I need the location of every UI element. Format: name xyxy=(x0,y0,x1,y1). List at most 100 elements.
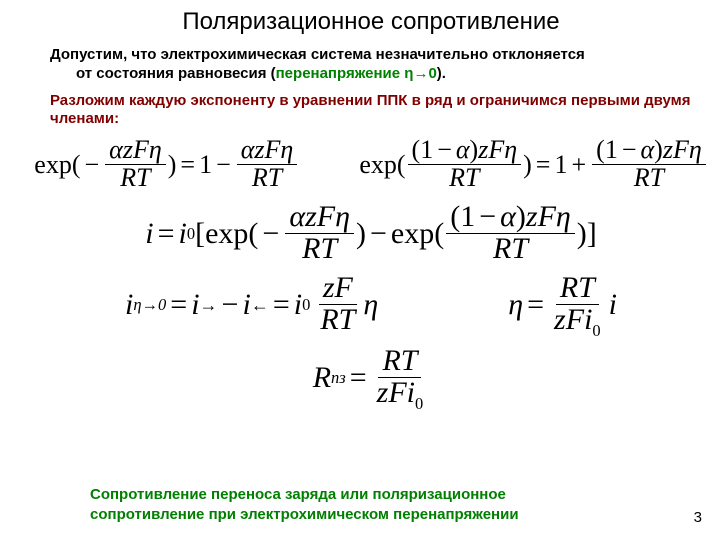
footer-line2: сопротивление при электрохимическом пере… xyxy=(90,505,660,525)
t: ( xyxy=(412,135,421,164)
t: α xyxy=(289,200,305,233)
t: z xyxy=(323,271,335,304)
t: R xyxy=(302,232,320,265)
frac: zF RT xyxy=(314,273,361,336)
t: z xyxy=(526,200,538,233)
footer-line1: Сопротивление переноса заряда или поляри… xyxy=(90,485,660,505)
intro-line2a: от состояния равновесия ( xyxy=(76,65,276,82)
t: η xyxy=(280,135,293,164)
t: R xyxy=(634,163,650,192)
t: z xyxy=(123,135,133,164)
frac: αzFη RT xyxy=(283,202,356,265)
t: η xyxy=(689,135,702,164)
eq3-left: iη→0 = i→ − i← = i0 zF RT η xyxy=(125,273,378,336)
t: F xyxy=(335,271,353,304)
t: T xyxy=(465,163,479,192)
t: i xyxy=(242,288,250,322)
t: i xyxy=(125,288,133,322)
equation-row-3: iη→0 = i→ − i← = i0 zF RT η η = RT zFi0 … xyxy=(50,273,692,336)
eq1-left: exp( − αzFη RT ) = 1 − αzFη RT xyxy=(34,137,299,192)
t: ) xyxy=(356,217,366,251)
intro-line2b: ). xyxy=(437,65,446,82)
t: exp( xyxy=(359,150,405,180)
t: T xyxy=(511,232,528,265)
t: F xyxy=(488,135,504,164)
frac: (1−α)zFη RT xyxy=(444,202,577,265)
t: R xyxy=(560,271,578,304)
t: 1 xyxy=(605,135,618,164)
intro-line1: Допустим, что электрохимическая система … xyxy=(50,46,585,63)
t: η xyxy=(363,288,378,322)
t: = xyxy=(532,150,555,180)
t: − xyxy=(258,217,283,251)
t: ) xyxy=(654,135,663,164)
t: exp( xyxy=(205,217,258,251)
t: ) xyxy=(516,200,526,233)
t: − xyxy=(618,135,641,164)
t: R xyxy=(449,163,465,192)
equation-row-4: Rпз = RT zFi0 xyxy=(50,346,692,409)
t: R xyxy=(320,303,338,336)
t: i xyxy=(145,217,153,251)
t: z xyxy=(254,135,264,164)
t: F xyxy=(388,376,406,409)
t: i xyxy=(609,288,617,322)
t: η xyxy=(335,200,350,233)
t: = xyxy=(269,288,294,322)
frac: (1−α)zFη RT xyxy=(590,137,708,192)
equation-row-2: i = i0 [ exp( − αzFη RT ) − exp( (1−α)zF… xyxy=(50,202,692,265)
t: α xyxy=(640,135,654,164)
t: − xyxy=(80,150,103,180)
t: F xyxy=(566,303,584,336)
t: T xyxy=(320,232,337,265)
t: T xyxy=(401,344,418,377)
t: α xyxy=(109,135,123,164)
t: ) xyxy=(523,150,532,180)
intro-green: перенапряжение η→0 xyxy=(276,65,437,82)
expand-paragraph: Разложим каждую экспоненту в уравнении П… xyxy=(50,92,692,130)
t: α xyxy=(456,135,470,164)
t: F xyxy=(673,135,689,164)
frac: (1−α)zFη RT xyxy=(406,137,524,192)
t: R xyxy=(382,344,400,377)
t: ) xyxy=(470,135,479,164)
t: α xyxy=(500,200,516,233)
t: 1 xyxy=(554,150,567,180)
footer-text: Сопротивление переноса заряда или поляри… xyxy=(90,485,660,524)
t: = xyxy=(166,288,191,322)
t: F xyxy=(538,200,556,233)
t: T xyxy=(268,163,282,192)
frac: RT zFi0 xyxy=(371,346,430,409)
t: = xyxy=(154,217,179,251)
t: 1 xyxy=(420,135,433,164)
t: ] xyxy=(587,217,597,251)
t: − xyxy=(366,217,391,251)
t: = xyxy=(346,361,371,395)
t: z xyxy=(478,135,488,164)
t: − xyxy=(218,288,243,322)
t: i xyxy=(191,288,199,322)
t: ) xyxy=(168,150,177,180)
t: η xyxy=(149,135,162,164)
t: z xyxy=(554,303,566,336)
page-number: 3 xyxy=(694,509,702,526)
t: i xyxy=(294,288,302,322)
t: [ xyxy=(195,217,205,251)
t: R xyxy=(252,163,268,192)
t: exp( xyxy=(34,150,80,180)
frac: αzFη RT xyxy=(235,137,300,192)
t: T xyxy=(650,163,664,192)
intro-paragraph: Допустим, что электрохимическая система … xyxy=(50,46,692,84)
t: = xyxy=(523,288,548,322)
t: 0 xyxy=(415,394,423,413)
t: F xyxy=(265,135,281,164)
t: R xyxy=(313,361,331,395)
t: z xyxy=(377,376,389,409)
t: 1 xyxy=(199,150,212,180)
eq1-right: exp( (1−α)zFη RT ) = 1 + (1−α)zFη RT xyxy=(359,137,707,192)
t: R xyxy=(120,163,136,192)
slide-title: Поляризационное сопротивление xyxy=(50,8,692,36)
t: F xyxy=(317,200,335,233)
t: η xyxy=(556,200,571,233)
t: ( xyxy=(596,135,605,164)
